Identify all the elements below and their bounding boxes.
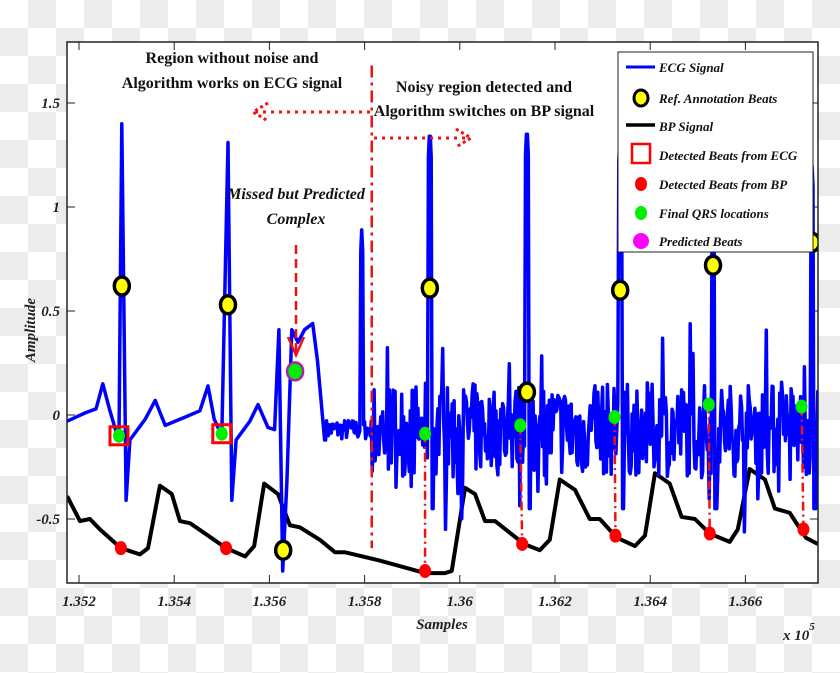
axes-frame [66, 41, 819, 584]
final-qrs-marker [215, 426, 228, 441]
ref-annotation-beat-marker [273, 539, 293, 561]
missed-complex-label-1: Missed but Predicted [226, 186, 366, 203]
y-tick-label: 0 [53, 408, 61, 424]
y-tick-label: -0.5 [36, 512, 60, 528]
legend-ref-label: Ref. Annotation Beats [658, 91, 777, 106]
right-region-label-1: Noisy region detected and [396, 79, 572, 96]
missed-complex-label-2: Complex [267, 211, 326, 228]
x-multiplier-base: x 10 [782, 628, 810, 644]
legend-magenta-dot-icon [633, 233, 649, 249]
legend-predicted-label: Predicted Beats [659, 234, 742, 249]
x-tick-label: 1.366 [729, 594, 763, 610]
ref-annotation-beat-marker [517, 381, 537, 403]
ecg-signal-line [67, 122, 818, 573]
x-tick-label: 1.352 [62, 594, 96, 610]
x-tick-label: 1.36 [447, 594, 474, 610]
x-tick-label: 1.358 [348, 594, 382, 610]
detected-beat-bp-marker [797, 522, 810, 537]
detected-beat-ecg-marker [108, 425, 130, 447]
x-axis-label: Samples [416, 617, 468, 633]
legend-detected-ecg-label: Detected Beats from ECG [658, 148, 798, 163]
legend-detected-bp-label: Detected Beats from BP [658, 177, 788, 192]
y-tick-label: 0.5 [41, 304, 60, 320]
x-tick-label: 1.354 [157, 594, 191, 610]
y-tick-label: 1 [53, 200, 61, 216]
detected-beat-bp-marker [220, 541, 233, 556]
legend-red-dot-icon [635, 177, 647, 191]
missed-arrow [286, 245, 306, 359]
final-qrs-marker [514, 418, 527, 433]
legend-bp-label: BP Signal [658, 119, 713, 134]
y-tick-label: 1.5 [41, 96, 60, 112]
legend: ECG Signal Ref. Annotation Beats BP Sign… [617, 51, 814, 253]
axis-ticks: 1.352 1.354 1.356 1.358 1.36 1.362 1.364 1.366 1… [36, 42, 818, 610]
bp-signal-line [67, 467, 818, 576]
final-qrs-marker [795, 399, 808, 414]
bp-to-qrs-connector [707, 404, 711, 534]
x-multiplier-label: x 105 [782, 621, 815, 644]
bp-to-qrs-connector [613, 417, 617, 536]
left-region-label-2: Algorithm works on ECG signal [122, 75, 343, 92]
bp-to-qrs-connector [800, 406, 805, 530]
detected-beat-bp-marker [114, 541, 127, 556]
detected-beat-bp-marker [516, 536, 529, 551]
legend-green-dot-icon [635, 206, 647, 220]
final-qrs-marker [702, 397, 715, 412]
legend-red-square-icon [630, 142, 652, 165]
legend-ecg-label: ECG Signal [658, 60, 724, 75]
ref-annotation-beat-marker [610, 279, 630, 301]
x-tick-label: 1.356 [253, 594, 287, 610]
right-region-label-2: Algorithm switches on BP signal [374, 103, 595, 120]
final-qrs-marker [608, 410, 621, 425]
ref-annotation-beat-marker [218, 294, 238, 316]
series-layer [67, 65, 818, 578]
annotations: Region without noise and Algorithm works… [122, 50, 595, 359]
final-qrs-marker [112, 428, 125, 443]
ref-annotation-beat-marker [703, 254, 723, 276]
detected-beat-bp-marker [703, 526, 716, 541]
detected-beat-bp-marker [419, 564, 432, 578]
y-axis-label: Amplitude [23, 298, 39, 364]
bp-to-qrs-connector [519, 425, 524, 544]
ref-annotation-beat-marker [112, 275, 132, 297]
ref-annotation-beat-marker [420, 277, 440, 299]
detected-beat-ecg-marker [211, 423, 233, 445]
left-region-label-1: Region without noise and [146, 50, 319, 67]
x-tick-label: 1.364 [633, 594, 667, 610]
final-qrs-marker [419, 426, 432, 441]
final-qrs-marker [289, 364, 302, 379]
detected-beat-bp-marker [609, 528, 622, 543]
x-tick-label: 1.362 [538, 594, 572, 610]
legend-ref-circle-icon [632, 88, 650, 108]
legend-final-qrs-label: Final QRS locations [658, 206, 769, 221]
left-arrow [250, 101, 370, 123]
x-multiplier-exponent: 5 [809, 621, 815, 633]
